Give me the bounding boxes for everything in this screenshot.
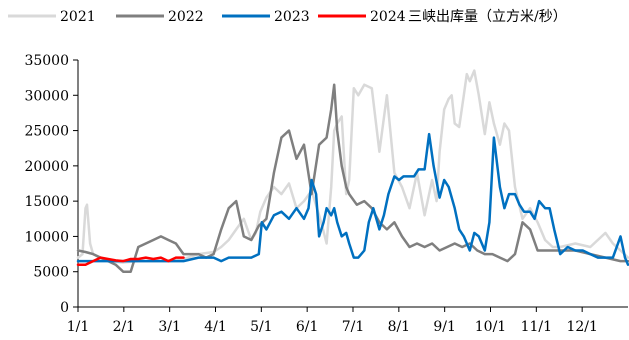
x-axis: 1/1 2/1 3/1 4/1 5/1 6/1 7/1 8/1 9/1 10/1 11/1 12/1 [67, 306, 628, 335]
legend: 2021 2022 2023 2024 三峡出库量（立方米/秒） [8, 9, 567, 25]
x-tick-label: 11/1 [521, 319, 552, 335]
x-tick-label: 4/1 [204, 319, 227, 335]
y-tick-label: 20000 [24, 159, 69, 175]
x-tick-label: 8/1 [388, 319, 411, 335]
y-tick-label: 0 [60, 300, 69, 316]
legend-label-2022: 2022 [168, 9, 204, 25]
series-line-2024 [76, 256, 185, 266]
y-tick-label: 15000 [24, 194, 69, 210]
x-tick-label: 1/1 [67, 319, 90, 335]
unit-label: 三峡出库量（立方米/秒） [408, 9, 567, 25]
series-line-2022 [76, 83, 629, 273]
y-tick-label: 25000 [24, 124, 69, 140]
x-tick-label: 7/1 [342, 319, 365, 335]
x-tick-label: 5/1 [250, 319, 273, 335]
y-tick-label: 10000 [24, 229, 69, 245]
y-tick-label: 30000 [24, 88, 69, 104]
legend-label-2023: 2023 [274, 9, 310, 25]
legend-label-2024: 2024 [370, 9, 406, 25]
y-tick-label: 35000 [24, 53, 69, 69]
y-tick-label: 5000 [33, 265, 69, 281]
x-tick-label: 12/1 [566, 319, 597, 335]
y-axis: 0 5000 10000 15000 20000 25000 30000 35000 [24, 53, 79, 316]
series-layer [76, 69, 629, 273]
x-tick-label: 9/1 [433, 319, 456, 335]
x-tick-label: 2/1 [113, 319, 136, 335]
x-tick-label: 3/1 [158, 319, 181, 335]
x-tick-label: 6/1 [296, 319, 319, 335]
legend-label-2021: 2021 [60, 9, 96, 25]
series-line-2023 [76, 132, 629, 266]
x-tick-label: 10/1 [475, 319, 506, 335]
series-line-2021 [76, 69, 629, 264]
